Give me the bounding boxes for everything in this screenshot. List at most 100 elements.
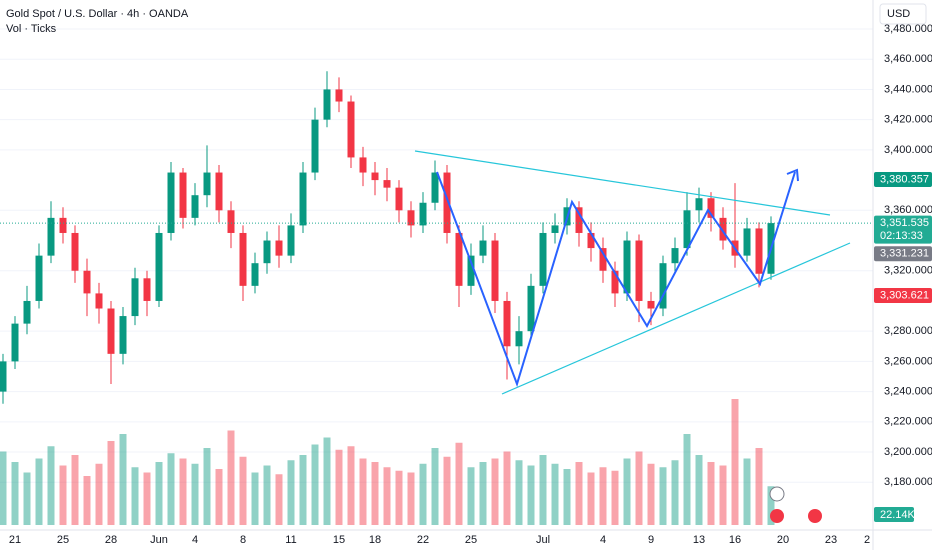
candle-body xyxy=(95,293,103,309)
candle-body xyxy=(287,225,295,256)
y-tick-label: 3,280.000 xyxy=(884,325,932,337)
candle-body xyxy=(347,101,355,158)
volume-bar xyxy=(347,446,355,525)
x-tick-label: 25 xyxy=(57,534,69,546)
volume-bar xyxy=(635,451,643,525)
volume-bar xyxy=(227,430,235,525)
candle-body xyxy=(395,187,403,211)
pattern-line xyxy=(436,171,796,388)
volume-bar xyxy=(767,486,775,525)
candle-body xyxy=(107,308,115,354)
candle-body xyxy=(431,172,439,203)
trend-line xyxy=(414,150,831,216)
arrow-head xyxy=(786,168,799,182)
candle-body xyxy=(191,195,199,218)
volume-bar xyxy=(155,462,163,525)
candle-body xyxy=(467,255,475,286)
volume-bar xyxy=(527,465,535,525)
x-tick-label: 21 xyxy=(9,534,21,546)
candle-body xyxy=(635,240,643,301)
event-icon[interactable] xyxy=(769,486,785,502)
x-tick-label: 18 xyxy=(369,534,381,546)
volume-badge-label: 22.14K xyxy=(880,509,916,521)
candle-body xyxy=(455,232,463,286)
candle-body xyxy=(227,210,235,233)
price-badge xyxy=(874,172,932,188)
volume-bar xyxy=(743,458,751,525)
volume-bar xyxy=(275,474,283,525)
price-axis: 3,180.000 3,200.000 3,220.000 3,240.000 3,26… xyxy=(874,23,932,522)
y-tick-label: 3,260.000 xyxy=(884,355,932,367)
candle-body xyxy=(311,119,319,173)
volume-bar xyxy=(587,472,595,525)
volume-bar xyxy=(551,463,559,525)
chart-subtitle: Vol · Ticks xyxy=(6,23,57,35)
event-icon[interactable] xyxy=(770,509,784,523)
candle-body xyxy=(275,240,283,256)
volume-badge xyxy=(874,507,914,522)
candle-body xyxy=(11,323,19,362)
volume-bar xyxy=(95,463,103,525)
candle-body xyxy=(371,172,379,181)
volume-bar xyxy=(311,444,319,525)
volume-bar xyxy=(191,463,199,525)
x-tick-label: Jul xyxy=(536,534,550,546)
candle-body xyxy=(647,300,655,309)
candle-body xyxy=(0,361,7,392)
candle-body xyxy=(179,172,187,218)
currency-button[interactable] xyxy=(879,3,927,25)
candle-body xyxy=(251,263,259,286)
volume-bar xyxy=(455,442,463,525)
volume-bar xyxy=(431,448,439,525)
volume-bar xyxy=(179,458,187,525)
candle-body xyxy=(215,172,223,211)
y-tick-label: 3,200.000 xyxy=(884,446,932,458)
volume-bar xyxy=(695,455,703,525)
event-icon[interactable] xyxy=(808,509,822,523)
volume-bar xyxy=(59,465,67,525)
candle-body xyxy=(683,210,691,249)
candle-body xyxy=(143,278,151,301)
y-tick-label: 3,480.000 xyxy=(884,23,932,35)
candle-body xyxy=(335,89,343,102)
candle-body xyxy=(131,278,139,317)
plot-area xyxy=(0,28,873,525)
volume-bar xyxy=(251,472,259,525)
y-tick-label: 3,360.000 xyxy=(884,204,932,216)
volume-bar xyxy=(83,476,91,525)
volume-bar xyxy=(419,463,427,525)
candle-body xyxy=(239,232,247,286)
price-badge xyxy=(874,287,932,303)
y-tick-label: 3,180.000 xyxy=(884,476,932,488)
candle-body xyxy=(263,240,271,264)
volume-bar xyxy=(611,470,619,525)
currency[interactable]: USD xyxy=(887,8,910,20)
candle-body xyxy=(155,232,163,301)
volume-bar xyxy=(71,455,79,525)
volume-bar xyxy=(719,465,727,525)
candle-body xyxy=(587,232,595,249)
price-badge-label: 3,380.357 xyxy=(880,173,929,185)
candle-body xyxy=(167,172,175,233)
volume-bar xyxy=(371,462,379,525)
x-tick-label: 22 xyxy=(417,534,429,546)
volume-bar xyxy=(11,462,19,525)
candle-body xyxy=(419,202,427,226)
candle-body xyxy=(503,300,511,347)
candle-body xyxy=(539,232,547,286)
candle-body xyxy=(47,217,55,256)
volume-bar xyxy=(287,460,295,525)
volume-bar xyxy=(335,449,343,525)
candle-body xyxy=(23,300,31,324)
candle-body xyxy=(359,157,367,173)
candle-body xyxy=(695,198,703,211)
x-tick-label: 23 xyxy=(825,534,837,546)
volume-bar xyxy=(23,472,31,525)
volume-bar xyxy=(623,458,631,525)
candle-body xyxy=(707,198,715,218)
volume-bar xyxy=(479,462,487,525)
candle-body xyxy=(479,240,487,256)
drawings xyxy=(414,150,851,395)
volume-bar xyxy=(659,467,667,525)
price-badge-label: 3,331.231 xyxy=(880,248,929,260)
